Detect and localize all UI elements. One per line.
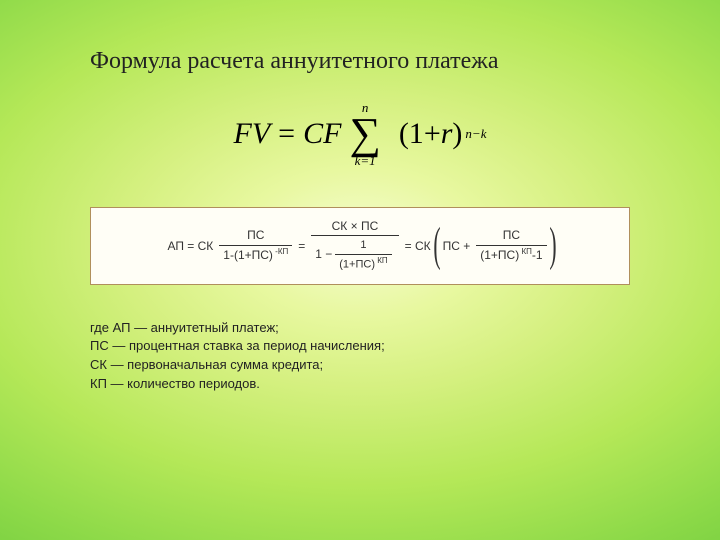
formula-future-value: FV = CF n ∑ k=1 (1 + r ) n−k [90,101,630,167]
f2-eq1: = [298,239,305,253]
paren-open-icon: ( [433,226,440,264]
f2-t3-den-base: (1+ПС) [480,248,519,262]
paren-close-icon: ) [549,226,556,264]
sigma-block: n ∑ k=1 [349,101,380,167]
legend-line-2: ПС — процентная ставка за период начисле… [90,337,630,356]
f2-term2: СК × ПС 1 − 1 (1+ПС) КП [311,218,398,274]
formula-annuity: АП = СК ПС 1-(1+ПС) -КП = СК × ПС 1 − 1 [164,218,555,274]
f2-t1-den-base: 1-(1+ПС) [223,248,273,262]
f2-t1-den-exp: -КП [273,247,288,256]
f2-term3-frac: ПС (1+ПС) КП-1 [476,227,546,264]
f1-paren-close: ) [452,117,462,151]
legend-line-4: КП — количество периодов. [90,375,630,394]
f1-paren-open: (1 [399,117,424,151]
f2-t3-tail: -1 [532,248,543,262]
equals-sign: = [278,117,295,151]
f2-t1-num: ПС [243,227,268,245]
f1-exponent: n−k [465,126,486,142]
f2-t3-num: ПС [499,227,524,245]
sigma-symbol: ∑ [349,114,380,154]
f1-lhs: FV [234,117,271,151]
sigma-lower: k=1 [355,154,376,167]
f2-t2-inner-frac: 1 (1+ПС) КП [335,237,391,272]
legend-line-1: где АП — аннуитетный платеж; [90,319,630,338]
f2-t2-inner-den-exp: КП [375,256,388,265]
f2-t2-den: 1 − 1 (1+ПС) КП [311,236,398,273]
f2-t1-den: 1-(1+ПС) -КП [219,246,292,265]
formula-annuity-box: АП = СК ПС 1-(1+ПС) -КП = СК × ПС 1 − 1 [90,207,630,285]
f2-t2-inner-den: (1+ПС) КП [335,255,391,273]
f2-term1: ПС 1-(1+ПС) -КП [219,227,292,264]
f2-eq2: = СК [405,239,431,253]
f2-t2-inner-num: 1 [356,237,370,253]
legend: где АП — аннуитетный платеж; ПС — процен… [90,319,630,394]
f2-t2-inner-den-base: (1+ПС) [339,258,375,270]
legend-line-3: СК — первоначальная сумма кредита; [90,356,630,375]
f2-t3-den-exp: КП [519,247,532,256]
f2-lhs: АП = СК [167,239,213,253]
f2-t3-a: ПС + [443,239,471,253]
f2-t2-num: СК × ПС [328,218,383,236]
f2-t2-minus: 1 − [315,247,332,263]
slide-title: Формула расчета аннуитетного платежа [90,48,630,75]
f1-coef: CF [303,117,341,151]
f1-var-r: r [441,117,453,151]
f1-plus: + [424,117,441,151]
f2-t3-den: (1+ПС) КП-1 [476,246,546,265]
slide-content: Формула расчета аннуитетного платежа FV … [90,48,630,394]
